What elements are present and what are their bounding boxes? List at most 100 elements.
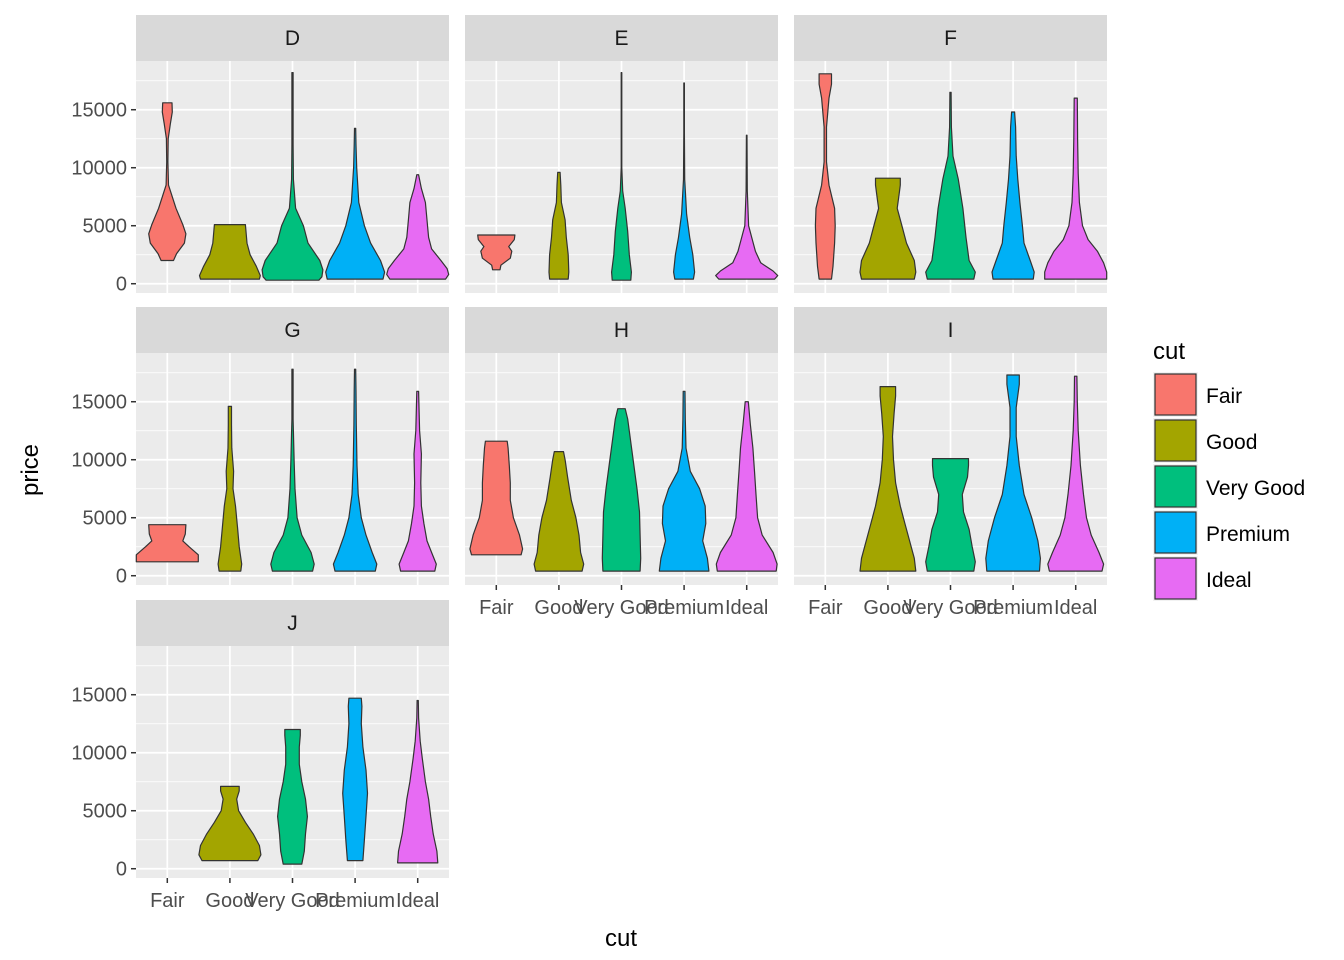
facet-strip: [794, 15, 1107, 61]
x-axis-title: cut: [605, 925, 637, 952]
violin-h-good: [533, 451, 585, 572]
x-tick-label: Fair: [479, 597, 514, 619]
legend-title: cut: [1153, 338, 1185, 365]
x-tick-label: Fair: [808, 597, 843, 619]
legend-item-fair: Fair: [1153, 372, 1242, 417]
violin-g-premium: [332, 368, 378, 572]
violin-f-good: [859, 177, 917, 280]
facet-strip: [136, 307, 449, 353]
y-tick-label: 15000: [71, 685, 127, 707]
violin-j-very-good: [277, 728, 308, 865]
violin-j-good: [198, 785, 262, 862]
violin-f-ideal: [1044, 97, 1108, 280]
facet-panel-f: F: [794, 15, 1108, 293]
x-tick-label: Premium: [644, 597, 724, 619]
x-tick-label: Fair: [150, 890, 185, 912]
facet-strip-label: J: [287, 612, 298, 635]
violin-e-very-good: [611, 72, 632, 281]
y-tick-label: 15000: [71, 392, 127, 414]
x-tick-label: Ideal: [1054, 597, 1097, 619]
violin-g-very-good: [270, 368, 315, 572]
legend-label: Very Good: [1206, 477, 1305, 500]
violin-f-very-good: [925, 91, 976, 280]
violin-e-ideal: [715, 134, 779, 280]
facet-strip-label: E: [614, 27, 628, 50]
facet-strip: [465, 307, 778, 353]
violin-i-ideal: [1047, 375, 1105, 572]
legend-key: [1154, 419, 1197, 462]
legend-item-ideal: Ideal: [1153, 556, 1252, 601]
violin-i-premium: [985, 374, 1041, 572]
violin-i-good: [859, 386, 917, 572]
facet-panel-d: D 0 5000 10000 15000: [71, 15, 450, 296]
violin-f-premium: [991, 111, 1035, 280]
x-tick-label: Good: [534, 597, 583, 619]
facet-panel-g: G 0 5000 10000 15000: [71, 307, 449, 588]
legend-item-premium: Premium: [1153, 510, 1290, 555]
legend-label: Good: [1206, 431, 1257, 454]
facet-strip: [794, 307, 1107, 353]
legend-key: [1154, 511, 1197, 554]
y-tick-label: 5000: [83, 216, 128, 238]
x-tick-label: Good: [205, 890, 254, 912]
legend-label: Fair: [1206, 385, 1242, 408]
facet-panels: D 0 5000 10000 15000 E F G 0 5000 10000 15000 H Fair G…: [71, 15, 1108, 912]
violin-h-premium: [658, 390, 710, 572]
violin-d-fair: [148, 102, 187, 262]
violin-j-ideal: [397, 699, 439, 864]
legend-key: [1154, 373, 1197, 416]
violin-d-very-good: [261, 72, 324, 281]
violin-g-fair: [135, 524, 199, 563]
x-tick-label: Premium: [315, 890, 395, 912]
violin-g-ideal: [398, 390, 437, 572]
violin-h-very-good: [601, 408, 642, 572]
legend-key: [1154, 557, 1197, 600]
facet-strip: [136, 15, 449, 61]
x-tick-label: Premium: [973, 597, 1053, 619]
violin-h-ideal: [715, 401, 778, 572]
violin-i-very-good: [925, 458, 976, 572]
y-tick-label: 10000: [71, 450, 127, 472]
legend: cut Fair Good Very Good Premium Ideal: [1153, 338, 1305, 601]
x-tick-label: Good: [863, 597, 912, 619]
y-tick-label: 10000: [71, 158, 127, 180]
y-axis-title: price: [17, 444, 44, 496]
y-tick-label: 0: [116, 566, 127, 588]
violin-h-fair: [469, 440, 524, 556]
violin-d-premium: [325, 127, 386, 280]
facet-strip: [465, 15, 778, 61]
x-tick-label: Very Good: [574, 597, 669, 619]
x-tick-label: Very Good: [903, 597, 998, 619]
x-tick-label: Ideal: [725, 597, 768, 619]
legend-key: [1154, 465, 1197, 508]
y-tick-label: 0: [116, 859, 127, 881]
y-tick-label: 5000: [83, 508, 128, 530]
facet-strip: [136, 600, 449, 646]
y-tick-label: 10000: [71, 743, 127, 765]
violin-f-fair: [814, 73, 836, 280]
legend-items: Fair Good Very Good Premium Ideal: [1153, 372, 1305, 601]
violin-d-ideal: [386, 174, 450, 280]
facet-strip-label: D: [285, 27, 300, 50]
violin-j-premium: [342, 697, 369, 862]
legend-item-good: Good: [1153, 418, 1257, 463]
y-tick-label: 5000: [83, 801, 128, 823]
facet-strip-label: H: [614, 319, 629, 342]
violin-g-good: [217, 405, 243, 572]
violin-e-good: [548, 171, 570, 280]
violin-d-good: [198, 224, 261, 280]
x-tick-label: Ideal: [396, 890, 439, 912]
facet-strip-label: G: [284, 319, 300, 342]
violin-e-fair: [477, 234, 516, 271]
y-tick-label: 15000: [71, 100, 127, 122]
facet-panel-e: E: [465, 15, 779, 293]
facet-strip-label: F: [944, 27, 957, 50]
facet-strip-label: I: [948, 319, 954, 342]
legend-item-very-good: Very Good: [1153, 464, 1305, 509]
legend-label: Premium: [1206, 523, 1290, 546]
y-tick-label: 0: [116, 274, 127, 296]
